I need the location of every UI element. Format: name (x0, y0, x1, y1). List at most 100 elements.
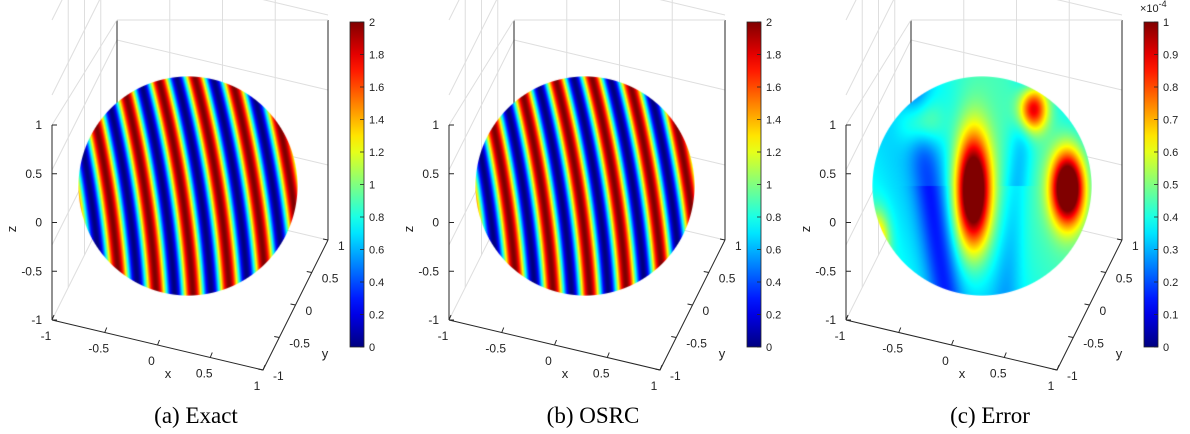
z-tick-label: 1 (829, 118, 836, 132)
panel-2: -1 -0.5 0 0.5 1 z -1 -0.5 0 0.5 1 x -1 -0.5 0 0.5 1 y 0 0.2… (401, 0, 781, 428)
y-tick-label: -0.5 (289, 337, 310, 351)
y-tick-label: 0.5 (719, 272, 736, 286)
colorbar-tick-label: 2 (766, 17, 772, 29)
x-axis-label: x (959, 366, 966, 381)
colorbar-tick-label: 0.6 (369, 245, 384, 257)
z-tick-label: -1 (428, 313, 439, 327)
z-axis-label: z (4, 226, 19, 233)
y-tick-label: 0 (306, 304, 313, 318)
panel-caption: (b) OSRC (547, 403, 640, 428)
colorbar: 0 0.1 0.2 0.3 0.4 0.5 0.6 0.7 0.8 0.9 1 ×10-4 (1140, 0, 1178, 354)
x-tick-label: -0.5 (485, 342, 506, 356)
colorbar-tick-label: 1.2 (369, 147, 384, 159)
colorbar-tick-label: 0.3 (1163, 245, 1178, 257)
x-tick-label: 1 (1048, 379, 1055, 393)
colorbar-tick-label: 0.2 (369, 310, 384, 322)
z-tick-label: 0.5 (25, 167, 42, 181)
colorbar-tick-label: 0.8 (369, 212, 384, 224)
x-tick-label: 1 (254, 379, 261, 393)
colorbar-tick-label: 0.6 (766, 245, 781, 257)
colorbar-tick-label: 1 (369, 180, 375, 192)
colorbar-tick-label: 0.6 (1163, 147, 1178, 159)
colorbar-tick-label: 0.5 (1163, 180, 1178, 192)
colorbar-tick-label: 1.6 (766, 82, 781, 94)
z-tick-label: -0.5 (815, 264, 836, 278)
colorbar-tick-label: 0.8 (1163, 82, 1178, 94)
panel-caption: (c) Error (950, 403, 1030, 428)
colorbar: 0 0.2 0.4 0.6 0.8 1 1.2 1.4 1.6 1.8 2 (746, 17, 781, 354)
x-tick-label: -0.5 (882, 342, 903, 356)
x-tick-label: -1 (438, 329, 449, 343)
colorbar-tick-label: 0.2 (766, 310, 781, 322)
colorbar-exponent: ×10-4 (1140, 0, 1167, 15)
colorbar-tick-label: 0.4 (1163, 212, 1178, 224)
z-tick-label: -0.5 (21, 264, 42, 278)
z-axis-label: z (401, 226, 416, 233)
colorbar-tick-label: 1.6 (369, 82, 384, 94)
colorbar-tick-label: 1 (1163, 17, 1169, 29)
colorbar-tick-label: 0.9 (1163, 50, 1178, 62)
x-tick-label: -1 (41, 329, 52, 343)
y-tick-label: 0.5 (1116, 272, 1133, 286)
colorbar-tick-label: 1.4 (766, 115, 781, 127)
sphere-surface (475, 76, 695, 296)
colorbar-tick-label: 1.8 (766, 50, 781, 62)
x-tick-label: 0 (942, 354, 949, 368)
panel-caption: (a) Exact (154, 403, 238, 428)
colorbar-tick-label: 0.7 (1163, 115, 1178, 127)
x-tick-label: 0.5 (593, 367, 610, 381)
colorbar-tick-label: 0.8 (766, 212, 781, 224)
y-tick-label: -0.5 (686, 337, 707, 351)
y-tick-label: 0 (1100, 304, 1107, 318)
z-tick-label: 0.5 (422, 167, 439, 181)
z-tick-label: 1 (432, 118, 439, 132)
y-tick-label: 0.5 (322, 272, 339, 286)
x-axis-label: x (562, 366, 569, 381)
y-tick-label: -1 (1067, 369, 1078, 383)
y-tick-label: -1 (670, 369, 681, 383)
z-axis-label: z (798, 226, 813, 233)
z-tick-label: 0.5 (819, 167, 836, 181)
colorbar-tick-label: 0.1 (1163, 310, 1178, 322)
colorbar-tick-label: 0 (766, 342, 772, 354)
colorbar-tick-label: 0.4 (369, 277, 384, 289)
colorbar-tick-label: 1.2 (766, 147, 781, 159)
x-tick-label: -0.5 (88, 342, 109, 356)
colorbar-tick-label: 2 (369, 17, 375, 29)
x-tick-label: 0 (148, 354, 155, 368)
y-tick-label: -1 (273, 369, 284, 383)
z-tick-label: 1 (35, 118, 42, 132)
panel-1: -1 -0.5 0 0.5 1 z -1 -0.5 0 0.5 1 x -1 -0.5 0 0.5 1 y 0 0.2… (4, 0, 384, 428)
colorbar-tick-label: 0 (369, 342, 375, 354)
x-tick-label: 1 (651, 379, 658, 393)
x-tick-label: 0.5 (196, 367, 213, 381)
z-tick-label: 0 (829, 216, 836, 230)
y-tick-label: 0 (703, 304, 710, 318)
y-tick-label: 1 (735, 239, 742, 253)
z-tick-label: -1 (825, 313, 836, 327)
y-axis-label: y (1116, 346, 1123, 361)
sphere-surface (872, 76, 1092, 296)
y-tick-label: -0.5 (1083, 337, 1104, 351)
x-axis-label: x (165, 366, 172, 381)
z-tick-label: -1 (31, 313, 42, 327)
colorbar-tick-label: 0 (1163, 342, 1169, 354)
z-tick-label: -0.5 (418, 264, 439, 278)
colorbar-tick-label: 1.8 (369, 50, 384, 62)
colorbar-tick-label: 0.4 (766, 277, 781, 289)
y-axis-label: y (719, 346, 726, 361)
y-axis-label: y (322, 346, 329, 361)
panel-3: -1 -0.5 0 0.5 1 z -1 -0.5 0 0.5 1 x -1 -0.5 0 0.5 1 y 0 0.1… (798, 0, 1178, 428)
axes-box (448, 19, 726, 371)
x-tick-label: 0.5 (990, 367, 1007, 381)
colorbar-tick-label: 1.4 (369, 115, 384, 127)
z-tick-label: 0 (35, 216, 42, 230)
x-tick-label: -1 (835, 329, 846, 343)
y-tick-label: 1 (338, 239, 345, 253)
colorbar-tick-label: 1 (766, 180, 772, 192)
sphere-surface (78, 76, 298, 296)
z-tick-label: 0 (432, 216, 439, 230)
x-tick-label: 0 (545, 354, 552, 368)
colorbar: 0 0.2 0.4 0.6 0.8 1 1.2 1.4 1.6 1.8 2 (349, 17, 384, 354)
